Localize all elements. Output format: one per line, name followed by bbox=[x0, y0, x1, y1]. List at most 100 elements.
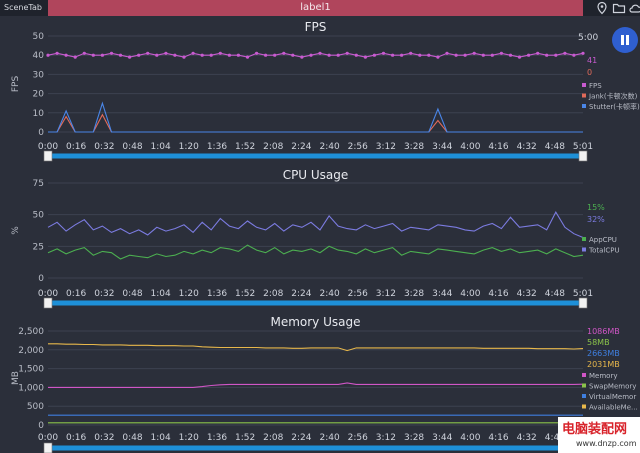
y-tick-label: 40 bbox=[33, 51, 45, 61]
data-point bbox=[499, 51, 503, 55]
data-point bbox=[91, 53, 95, 57]
data-point bbox=[427, 53, 431, 57]
data-point bbox=[418, 53, 422, 57]
x-tick-label: 1:36 bbox=[207, 142, 227, 152]
data-point bbox=[336, 53, 340, 57]
legend-label: VirtualMemor bbox=[589, 393, 636, 401]
slider-start-handle[interactable] bbox=[43, 297, 53, 309]
current-value-readout: 2031MB bbox=[587, 360, 620, 369]
y-tick-label: 2,500 bbox=[18, 327, 44, 337]
x-tick-label: 3:28 bbox=[404, 433, 424, 443]
x-tick-label: 0:32 bbox=[94, 289, 114, 299]
x-tick-label: 2:40 bbox=[319, 289, 339, 299]
series-line-1 bbox=[47, 210, 584, 239]
x-tick-label: 1:36 bbox=[207, 289, 227, 299]
x-tick-label: 1:20 bbox=[179, 289, 199, 299]
data-point bbox=[137, 53, 141, 57]
legend-swatch bbox=[582, 104, 586, 108]
x-tick-label: 1:04 bbox=[151, 289, 171, 299]
y-tick-label: 1,500 bbox=[18, 365, 44, 375]
slider-start-handle[interactable] bbox=[43, 150, 53, 162]
x-tick-label: 0:00 bbox=[38, 289, 58, 299]
current-value-readout: 0 bbox=[587, 68, 592, 77]
x-tick-label: 2:08 bbox=[263, 433, 283, 443]
x-tick-label: 4:00 bbox=[460, 289, 480, 299]
folder-icon[interactable] bbox=[612, 1, 626, 15]
current-value-readout: 2663MB bbox=[587, 349, 620, 358]
time-range-slider[interactable] bbox=[48, 300, 583, 306]
data-point bbox=[82, 51, 86, 55]
data-point bbox=[64, 53, 68, 57]
slider-end-handle[interactable] bbox=[578, 150, 588, 162]
data-point bbox=[300, 55, 304, 59]
x-tick-label: 0:16 bbox=[66, 289, 86, 299]
y-tick-label: 0 bbox=[38, 421, 44, 431]
watermark-logo: 电脑装配网 www.dnzp.com bbox=[558, 417, 640, 453]
slider-start-handle[interactable] bbox=[43, 442, 53, 453]
data-point bbox=[245, 55, 250, 59]
legend-swatch bbox=[582, 404, 586, 409]
data-point bbox=[118, 53, 123, 57]
x-tick-label: 4:16 bbox=[488, 433, 508, 443]
chart-title: CPU Usage bbox=[283, 168, 349, 182]
x-tick-label: 2:56 bbox=[348, 142, 368, 152]
x-tick-label: 2:40 bbox=[319, 433, 339, 443]
label-tab[interactable]: label1 bbox=[48, 0, 583, 16]
current-time: 5:00 bbox=[578, 33, 599, 43]
x-tick-label: 4:48 bbox=[545, 289, 565, 299]
x-tick-label: 1:36 bbox=[207, 433, 227, 443]
x-tick-label: 2:24 bbox=[291, 433, 311, 443]
x-tick-label: 4:00 bbox=[460, 433, 480, 443]
data-point bbox=[454, 53, 458, 57]
data-point bbox=[563, 51, 567, 55]
data-point bbox=[109, 51, 114, 55]
x-tick-label: 3:28 bbox=[404, 142, 424, 152]
data-point bbox=[73, 55, 77, 59]
x-tick-label: 4:16 bbox=[488, 142, 508, 152]
legend-label: Jank(卡顿次数) bbox=[588, 92, 638, 101]
time-range-slider[interactable] bbox=[48, 153, 583, 159]
x-tick-label: 4:00 bbox=[460, 142, 480, 152]
x-tick-label: 2:40 bbox=[319, 142, 339, 152]
y-axis-label: MB bbox=[11, 371, 21, 385]
time-range-slider[interactable] bbox=[48, 445, 583, 451]
data-point bbox=[445, 51, 449, 55]
data-point bbox=[554, 53, 558, 57]
x-tick-label: 4:16 bbox=[488, 289, 508, 299]
x-tick-label: 0:32 bbox=[94, 433, 114, 443]
cloud-icon[interactable] bbox=[628, 1, 640, 15]
data-point bbox=[527, 53, 531, 57]
data-point bbox=[536, 51, 540, 55]
current-value-readout: 58MB bbox=[587, 338, 610, 347]
location-pin-icon[interactable] bbox=[595, 1, 609, 15]
data-point bbox=[381, 51, 386, 55]
x-tick-label: 0:48 bbox=[122, 433, 142, 443]
legend-swatch bbox=[582, 93, 586, 98]
x-tick-label: 2:56 bbox=[348, 289, 368, 299]
data-point bbox=[255, 51, 259, 55]
data-point bbox=[100, 53, 104, 57]
data-point bbox=[481, 53, 485, 57]
x-tick-label: 0:48 bbox=[122, 142, 142, 152]
x-tick-label: 2:24 bbox=[291, 142, 311, 152]
x-tick-label: 4:32 bbox=[517, 433, 537, 443]
data-point bbox=[345, 51, 349, 55]
x-tick-label: 1:04 bbox=[151, 433, 171, 443]
x-tick-label: 3:12 bbox=[376, 289, 396, 299]
data-point bbox=[391, 53, 395, 57]
chart-title: Memory Usage bbox=[270, 315, 360, 329]
data-point bbox=[282, 51, 286, 55]
data-point bbox=[173, 53, 177, 57]
y-tick-label: 0 bbox=[38, 274, 44, 284]
data-point bbox=[264, 53, 268, 57]
pause-button[interactable] bbox=[612, 27, 638, 53]
current-value-readout: 41 bbox=[587, 56, 597, 65]
y-tick-label: 75 bbox=[33, 179, 44, 189]
y-tick-label: 10 bbox=[33, 109, 45, 119]
slider-end-handle[interactable] bbox=[578, 297, 588, 309]
data-point bbox=[545, 53, 549, 57]
data-point bbox=[164, 51, 168, 55]
series-line-2 bbox=[48, 101, 583, 133]
y-tick-label: 30 bbox=[33, 70, 45, 80]
scene-tab[interactable]: SceneTab bbox=[4, 3, 42, 12]
